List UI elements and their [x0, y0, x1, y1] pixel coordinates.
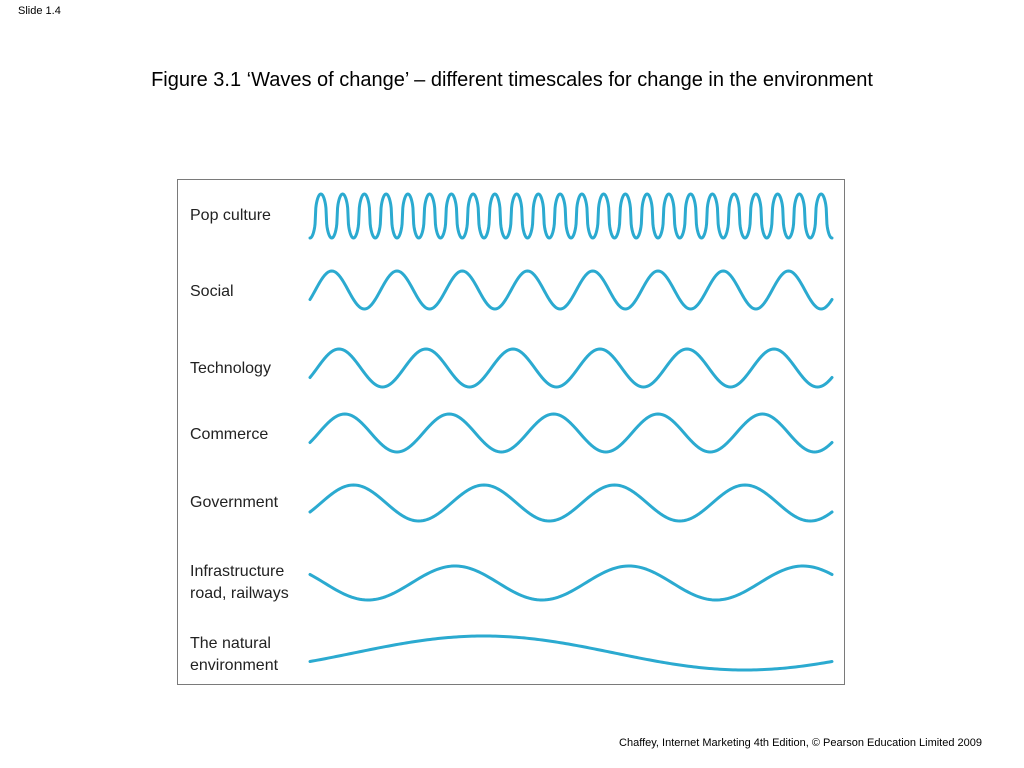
row-label-technology: Technology	[190, 360, 271, 377]
row-label-social: Social	[190, 283, 234, 300]
row-label-pop-culture: Pop culture	[190, 207, 271, 224]
row-label-commerce: Commerce	[190, 426, 269, 443]
footer-credit: Chaffey, Internet Marketing 4th Edition,…	[619, 737, 982, 749]
figure-title: Figure 3.1 ‘Waves of change’ – different…	[151, 69, 873, 91]
row-label-infrastructure: Infrastructure road, railways	[190, 563, 289, 602]
figure-frame	[177, 179, 845, 685]
row-label-natural-environment: The natural environment	[190, 635, 279, 674]
slide-number: Slide 1.4	[18, 5, 61, 17]
row-label-government: Government	[190, 494, 279, 511]
